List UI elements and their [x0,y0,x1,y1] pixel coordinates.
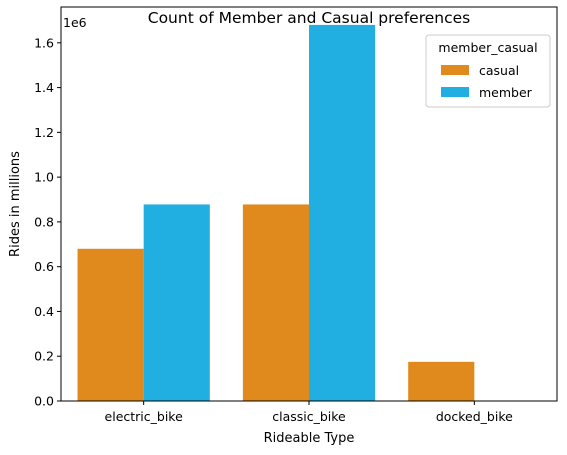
x-axis: electric_bike classic_bike docked_bike [105,401,513,424]
y-axis-label: Rides in millions [8,151,23,257]
bar-member-electric-bike [143,204,210,401]
x-axis-label: Rideable Type [264,431,355,446]
legend-label-member: member [479,85,533,100]
y-tick-label: 1.4 [34,80,54,95]
y-tick-label: 0.6 [34,259,54,274]
y-tick-label: 0.4 [34,304,54,319]
y-tick-label: 0.8 [34,214,54,229]
bar-casual-classic-bike [242,204,309,401]
y-axis: 0.0 0.2 0.4 0.6 0.8 1.0 1.2 1.4 1.6 [34,35,61,409]
y-tick-label: 1.0 [34,170,54,185]
legend-swatch-casual [441,65,469,75]
y-tick-label: 0.0 [34,394,54,409]
legend-title: member_casual [438,40,537,55]
y-tick-label: 1.2 [34,125,54,140]
x-tick-label: docked_bike [436,409,513,424]
legend-swatch-member [441,87,469,97]
chart-title: Count of Member and Casual preferences [148,9,470,27]
bar-member-classic-bike [309,24,376,402]
x-tick-label: classic_bike [272,409,346,424]
bar-casual-electric-bike [77,248,144,401]
y-offset-text: 1e6 [63,15,87,30]
x-tick-label: electric_bike [105,409,184,424]
legend-label-casual: casual [479,63,519,78]
legend: member_casual casual member [425,34,551,108]
bars-group [77,24,475,402]
y-tick-label: 1.6 [34,35,54,50]
bar-casual-docked-bike [408,361,475,401]
y-tick-label: 0.2 [34,349,54,364]
